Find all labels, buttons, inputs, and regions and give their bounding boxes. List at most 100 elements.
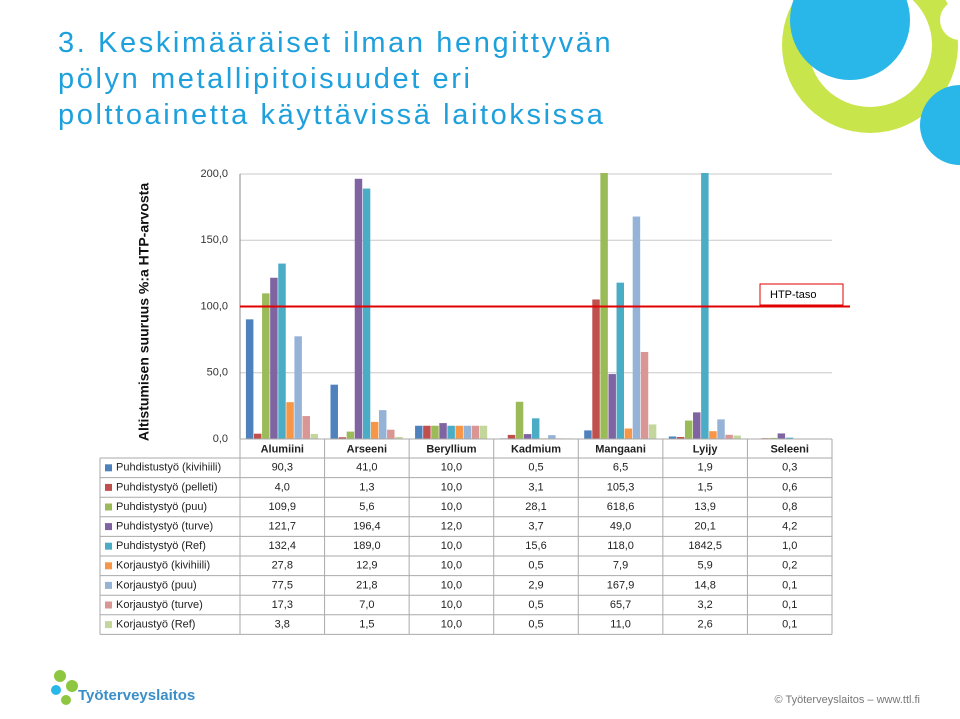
bar: [262, 293, 270, 439]
legend-swatch: [105, 542, 112, 550]
bar: [463, 425, 472, 439]
table-value: 10,0: [441, 501, 462, 513]
bar: [338, 437, 347, 439]
bar: [668, 436, 677, 439]
reference-label-box: [759, 283, 844, 306]
table-value: 121,7: [269, 521, 297, 533]
table-value: 1,9: [697, 462, 712, 474]
table-value: 7,0: [359, 599, 374, 611]
chart: 0,0 50,0 100,0 150,0 200,0 HTP-taso Alumiini Ar…: [99, 168, 850, 635]
bar: [684, 420, 693, 439]
table-value: 49,0: [610, 521, 631, 533]
logo-text: Työterveyslaitos: [78, 687, 195, 704]
table-value: 90,3: [272, 462, 293, 474]
table-value: 27,8: [272, 560, 293, 572]
bar: [676, 437, 685, 439]
table-value: 28,1: [525, 501, 546, 513]
table-value: 65,7: [610, 599, 631, 611]
legend-swatch: [105, 601, 112, 609]
table-value: 0,5: [528, 619, 543, 631]
title-line: 3. Keskimääräiset ilman hengittyvän: [58, 27, 613, 59]
table-value: 1842,5: [688, 540, 722, 552]
bar: [254, 433, 262, 439]
table-value: 10,0: [441, 599, 462, 611]
bar: [725, 434, 733, 439]
x-tick-label: Lyijy: [693, 443, 719, 455]
table-value: 196,4: [353, 521, 381, 533]
table-value: 21,8: [356, 579, 377, 591]
bar: [354, 178, 363, 439]
table-value: 5,6: [359, 501, 374, 513]
table-value: 3,7: [528, 521, 543, 533]
table-value: 5,9: [697, 560, 712, 572]
table-value: 4,2: [782, 521, 797, 533]
table-value: 1,5: [697, 481, 712, 493]
bar: [785, 437, 794, 439]
bar: [471, 425, 480, 439]
bar: [423, 425, 431, 439]
y-tick-label: 100,0: [200, 300, 228, 312]
bar: [640, 351, 649, 439]
bar: [632, 216, 641, 439]
bar: [378, 410, 387, 439]
table-value: 189,0: [353, 540, 381, 552]
table-value: 10,0: [441, 462, 462, 474]
table-value: 3,8: [275, 619, 290, 631]
legend-label: Korjaustyö (Ref): [116, 619, 195, 631]
logo: [51, 670, 78, 705]
table-value: 17,3: [272, 599, 293, 611]
bar: [717, 419, 725, 439]
table-value: 1,3: [359, 481, 374, 493]
table-value: 6,5: [613, 462, 628, 474]
bar: [395, 437, 403, 439]
bar: [769, 437, 777, 439]
legend-label: Korjaustyö (kivihiili): [116, 560, 210, 572]
legend-label: Puhdistystyö (turve): [116, 521, 213, 533]
y-tick-label: 0,0: [213, 433, 228, 445]
table-value: 13,9: [694, 501, 715, 513]
bar: [600, 173, 608, 440]
table-value: 10,0: [441, 540, 462, 552]
table-value: 20,1: [694, 521, 715, 533]
y-tick-label: 200,0: [200, 168, 228, 180]
x-tick-label: Mangaani: [595, 443, 646, 455]
title-line: pölyn metallipitoisuudet eri: [58, 63, 473, 95]
table-value: 77,5: [272, 579, 293, 591]
bar: [294, 336, 302, 439]
table-value: 167,9: [607, 579, 635, 591]
table-value: 132,4: [269, 540, 297, 552]
table-value: 0,1: [782, 619, 797, 631]
x-tick-label: Beryllium: [426, 443, 476, 455]
legend-swatch: [105, 503, 112, 511]
bar: [548, 435, 556, 439]
legend-swatch: [105, 483, 112, 491]
x-tick-label: Alumiini: [261, 443, 304, 455]
table-value: 15,6: [525, 540, 546, 552]
legend-label: Korjaustyö (turve): [116, 599, 203, 611]
table-value: 10,0: [441, 619, 462, 631]
bar: [310, 433, 319, 439]
bar: [439, 423, 447, 439]
y-tick-label: 150,0: [200, 234, 228, 246]
decoration: [782, 0, 960, 165]
legend-label: Puhdistystyö (puu): [116, 501, 207, 513]
table-value: 0,5: [528, 599, 543, 611]
x-tick-label: Arseeni: [347, 443, 387, 455]
title-line: polttoainetta käyttävissä laitoksissa: [58, 99, 606, 131]
bar: [531, 418, 540, 439]
bar: [733, 435, 741, 439]
table-value: 7,9: [613, 560, 628, 572]
bar: [431, 425, 439, 439]
legend-swatch: [105, 562, 112, 570]
bar: [455, 425, 463, 439]
legend-label: Puhdistystyö (pelleti): [116, 481, 218, 493]
table-value: 109,9: [269, 501, 297, 513]
bar: [693, 412, 701, 439]
table-value: 10,0: [441, 481, 462, 493]
bar: [507, 434, 516, 439]
bar: [286, 402, 294, 439]
table-value: 0,5: [528, 560, 543, 572]
legend-label: Puhdistystyö (Ref): [116, 540, 206, 552]
bar: [479, 425, 488, 439]
reference-label: HTP-taso: [770, 289, 816, 301]
